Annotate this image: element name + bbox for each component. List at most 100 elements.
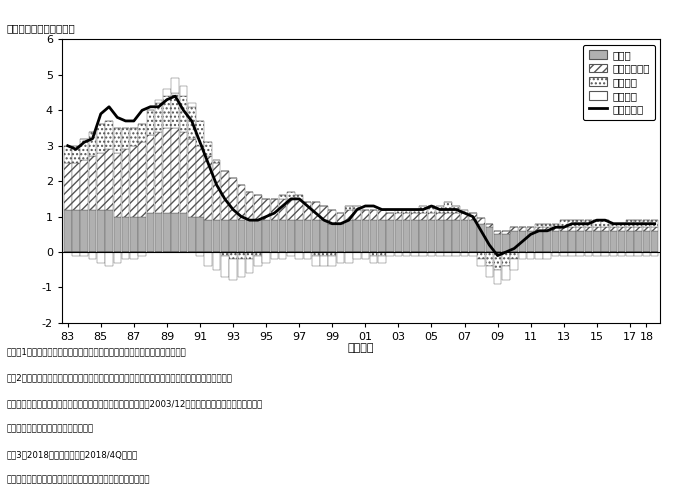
- Bar: [204, 220, 212, 252]
- Bar: [477, 218, 485, 224]
- Bar: [510, 252, 518, 259]
- Bar: [345, 220, 353, 252]
- Bar: [188, 216, 195, 252]
- Bar: [72, 252, 80, 255]
- Bar: [634, 227, 642, 231]
- Bar: [287, 220, 294, 252]
- Bar: [544, 227, 551, 231]
- Bar: [262, 252, 270, 263]
- Bar: [328, 255, 336, 266]
- Bar: [237, 252, 245, 259]
- Bar: [560, 252, 568, 255]
- Bar: [89, 156, 96, 210]
- Bar: [469, 252, 477, 255]
- Bar: [196, 146, 204, 216]
- Bar: [369, 220, 378, 252]
- Bar: [436, 220, 444, 252]
- Bar: [64, 146, 72, 164]
- Bar: [510, 231, 518, 252]
- Bar: [510, 227, 518, 231]
- Bar: [130, 252, 138, 259]
- Bar: [527, 231, 535, 252]
- Bar: [494, 270, 502, 284]
- Bar: [420, 213, 427, 220]
- Bar: [552, 252, 559, 255]
- Text: による不連続が生じている。: による不連続が生じている。: [7, 424, 94, 433]
- Bar: [97, 125, 105, 153]
- Bar: [320, 220, 327, 252]
- Bar: [188, 107, 195, 139]
- Bar: [477, 252, 485, 259]
- Bar: [552, 227, 559, 231]
- Bar: [494, 231, 502, 234]
- Bar: [312, 220, 319, 252]
- Bar: [171, 93, 179, 128]
- Bar: [171, 213, 179, 252]
- Bar: [196, 121, 204, 146]
- Bar: [568, 231, 576, 252]
- Bar: [229, 177, 237, 220]
- Bar: [420, 206, 427, 213]
- Bar: [320, 252, 327, 255]
- Bar: [147, 135, 154, 213]
- Bar: [97, 210, 105, 252]
- Bar: [601, 252, 609, 255]
- Bar: [601, 227, 609, 231]
- Bar: [378, 252, 386, 255]
- Bar: [295, 199, 303, 220]
- Bar: [204, 142, 212, 156]
- Bar: [436, 252, 444, 255]
- Bar: [130, 128, 138, 146]
- Bar: [527, 227, 535, 231]
- Bar: [80, 160, 88, 210]
- Bar: [395, 220, 402, 252]
- Bar: [486, 252, 493, 266]
- Bar: [626, 227, 634, 231]
- Bar: [130, 146, 138, 216]
- Text: 2．短観加重平均ＤＩ（全産業全規模）は、生産・営業用設備判断ＤＩと雇用人員判断ＤＩを: 2．短観加重平均ＤＩ（全産業全規模）は、生産・営業用設備判断ＤＩと雇用人員判断Ｄ…: [7, 373, 233, 382]
- Bar: [593, 220, 601, 227]
- Bar: [229, 252, 237, 259]
- Bar: [387, 252, 394, 255]
- Bar: [568, 252, 576, 255]
- Bar: [461, 210, 469, 213]
- Bar: [486, 266, 493, 277]
- Bar: [494, 252, 502, 270]
- Bar: [171, 78, 179, 93]
- Bar: [577, 227, 584, 231]
- Bar: [453, 220, 460, 252]
- Bar: [246, 220, 253, 252]
- Bar: [626, 231, 634, 252]
- Bar: [221, 220, 228, 252]
- Bar: [387, 220, 394, 252]
- Bar: [155, 100, 162, 103]
- Bar: [535, 224, 543, 227]
- Bar: [494, 234, 502, 252]
- Bar: [618, 231, 625, 252]
- Bar: [560, 231, 568, 252]
- Bar: [560, 227, 568, 231]
- Bar: [229, 259, 237, 281]
- Bar: [303, 220, 311, 252]
- Bar: [378, 210, 386, 220]
- Bar: [395, 210, 402, 213]
- Bar: [279, 195, 286, 199]
- Bar: [213, 160, 220, 164]
- Bar: [387, 213, 394, 220]
- Bar: [535, 252, 543, 259]
- Bar: [535, 227, 543, 231]
- Bar: [89, 252, 96, 259]
- Bar: [287, 192, 294, 199]
- Bar: [626, 220, 634, 227]
- Bar: [361, 220, 369, 252]
- Bar: [163, 128, 171, 213]
- Text: （注）1．需給ギャップおよび潜在成長率は、日本銀行調査統計局の試算値。: （注）1．需給ギャップおよび潜在成長率は、日本銀行調査統計局の試算値。: [7, 348, 186, 356]
- Bar: [72, 210, 80, 252]
- Bar: [303, 252, 311, 259]
- Bar: [213, 252, 220, 270]
- Bar: [444, 220, 452, 252]
- Bar: [502, 231, 510, 234]
- Bar: [312, 255, 319, 266]
- Bar: [312, 203, 319, 220]
- Bar: [395, 213, 402, 220]
